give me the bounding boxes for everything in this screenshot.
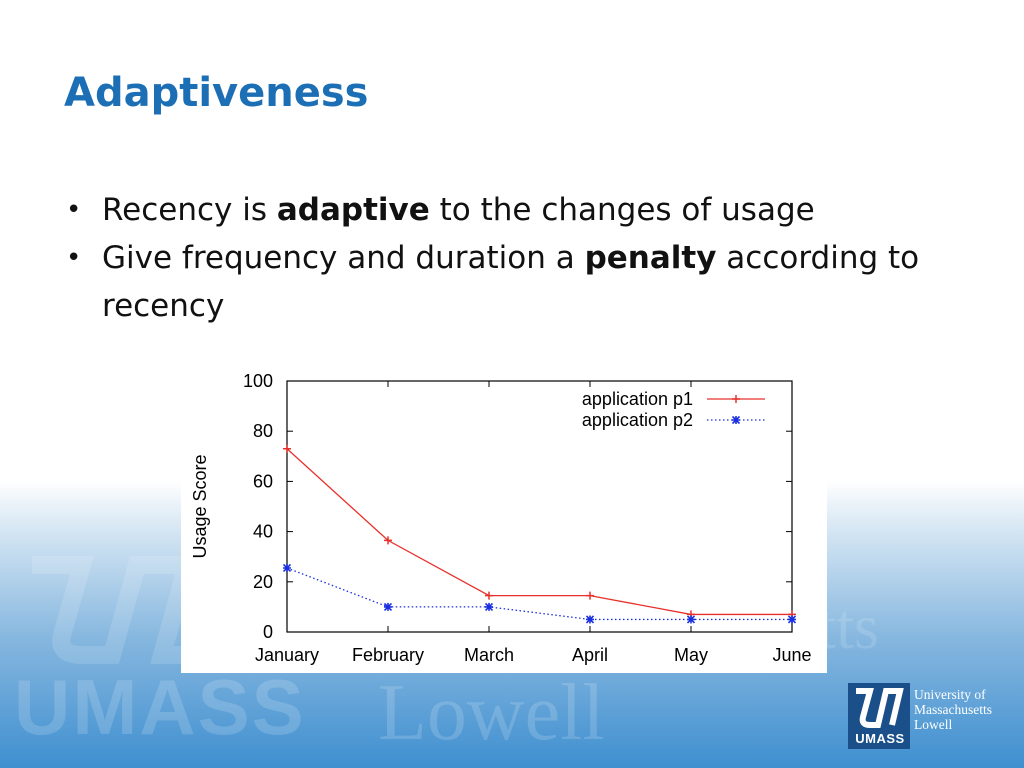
x-tick-label: March xyxy=(464,645,514,665)
plot-frame xyxy=(286,380,793,633)
data-point xyxy=(283,444,291,453)
bullet-text: according to recency xyxy=(102,240,920,324)
data-point xyxy=(586,591,594,600)
bullet-text: to the changes of usage xyxy=(429,192,815,228)
watermark-umass: UMASS xyxy=(14,663,306,751)
slide-title: Adaptiveness xyxy=(64,70,369,116)
data-point xyxy=(787,615,797,624)
logo-umass-text: UMASS xyxy=(855,731,905,746)
bullet-dot: • xyxy=(66,195,82,225)
legend-label: application p2 xyxy=(582,410,693,430)
umass-watermark-icon xyxy=(32,556,212,664)
logo-wordmark: University of Massachusetts Lowell xyxy=(914,687,992,732)
usage-score-chart: 0 20 40 60 80 100 January February March April May… xyxy=(190,371,812,665)
logo-mark: UMASS xyxy=(848,683,910,749)
y-tick-label: 0 xyxy=(263,622,273,642)
data-point xyxy=(384,536,392,545)
logo-line: Massachusetts xyxy=(914,702,992,717)
data-point xyxy=(686,615,696,624)
y-tick-label: 40 xyxy=(253,522,273,542)
data-point xyxy=(485,591,493,600)
chart-container: 0 20 40 60 80 100 January February March April May… xyxy=(181,365,827,673)
umass-lowell-logo: UMASS University of Massachusetts Lowell xyxy=(848,683,1016,749)
series-line-2 xyxy=(286,567,792,621)
y-tick-label: 60 xyxy=(253,471,273,491)
bullet-item: • Recency is adaptive to the changes of … xyxy=(66,186,966,234)
x-tick-label: June xyxy=(772,645,811,665)
umass-u-icon xyxy=(856,688,904,728)
x-tick-label: February xyxy=(352,645,424,665)
legend-marker xyxy=(731,415,741,425)
logo-line: Lowell xyxy=(914,717,953,732)
bullet-list: • Recency is adaptive to the changes of … xyxy=(66,186,966,330)
bullet-text: Give frequency and duration a xyxy=(102,240,585,276)
bullet-item: • Give frequency and duration a penalty … xyxy=(66,234,966,330)
x-tick-label: April xyxy=(572,645,608,665)
y-tick-label: 80 xyxy=(253,421,273,441)
data-point xyxy=(383,602,393,611)
y-axis-label: Usage Score xyxy=(190,454,210,558)
watermark-lowell: Lowell xyxy=(378,669,605,757)
x-tick-label: January xyxy=(255,645,319,665)
data-point xyxy=(585,615,595,624)
legend-label: application p1 xyxy=(582,389,693,409)
data-point xyxy=(484,602,494,611)
bullet-emphasis: penalty xyxy=(584,240,717,276)
y-tick-label: 100 xyxy=(243,371,273,391)
data-point xyxy=(282,563,292,573)
series-line-1 xyxy=(286,448,792,616)
legend-marker xyxy=(732,395,740,403)
bullet-dot: • xyxy=(66,243,82,273)
bullet-text: Recency is xyxy=(102,192,277,228)
logo-line: University of xyxy=(914,687,986,702)
y-tick-label: 20 xyxy=(253,572,273,592)
x-tick-label: May xyxy=(674,645,708,665)
bullet-emphasis: adaptive xyxy=(276,192,430,228)
